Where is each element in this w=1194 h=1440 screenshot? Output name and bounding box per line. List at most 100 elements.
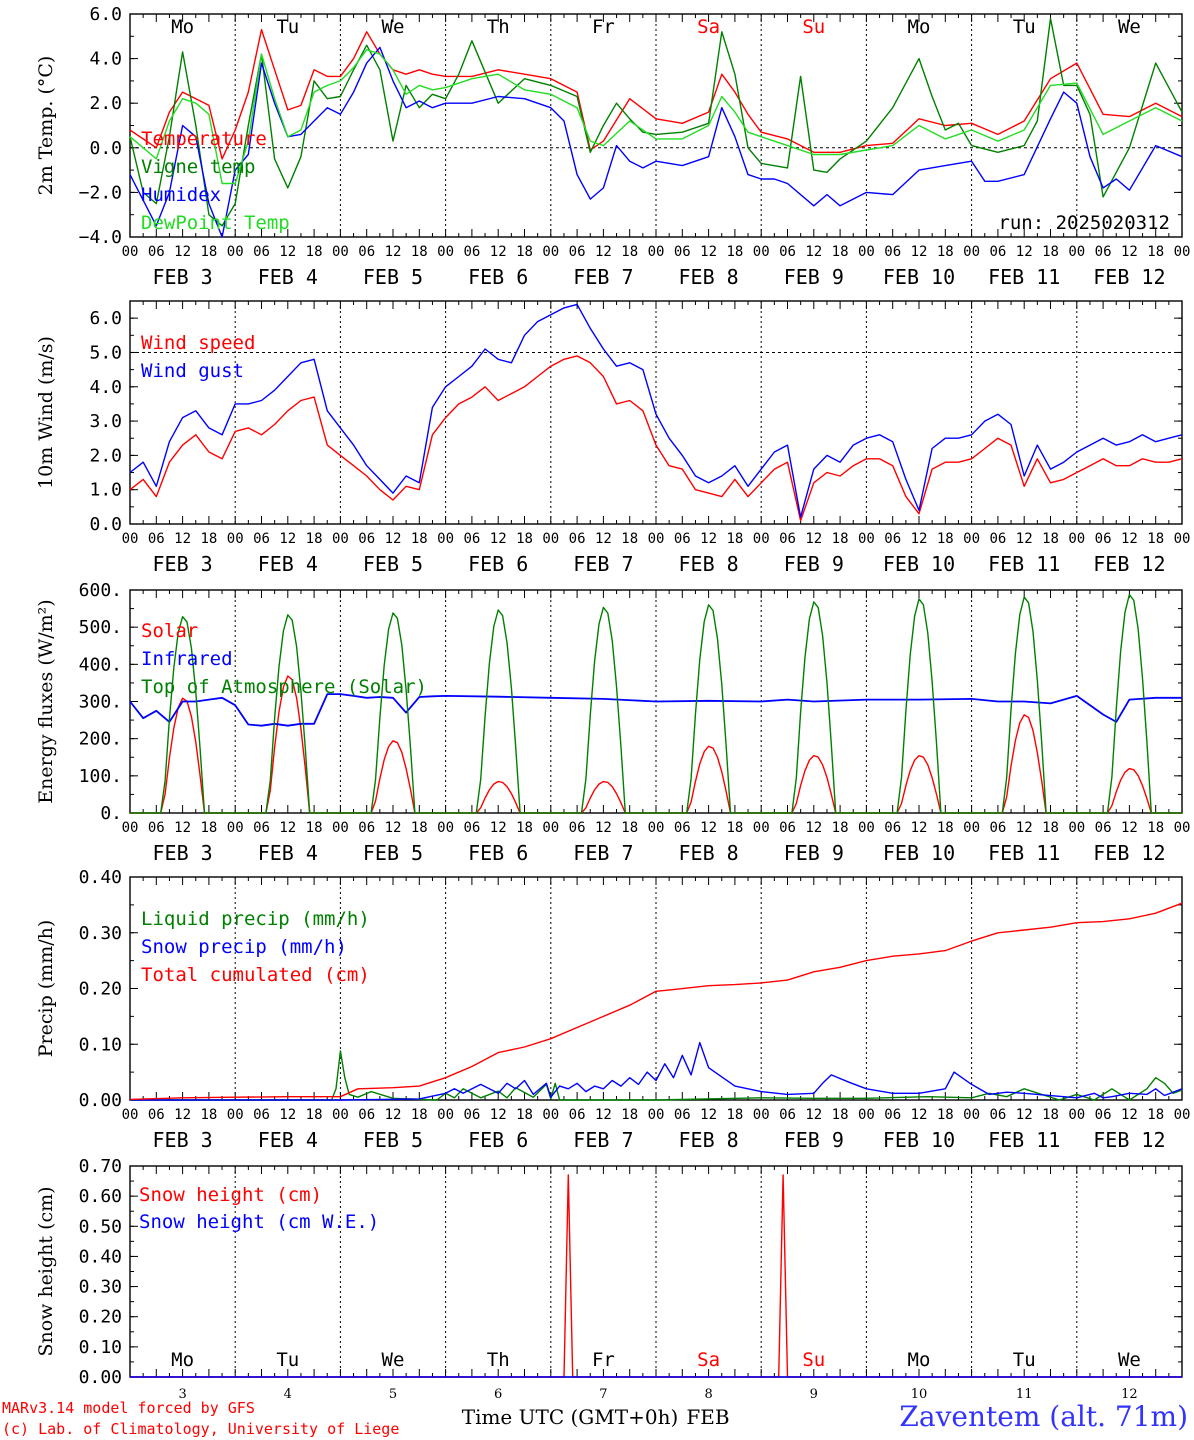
- legend-entry: DewPoint Temp: [141, 212, 290, 234]
- hour-tick-label: 00: [858, 1107, 875, 1123]
- hour-tick-label: 06: [779, 820, 796, 836]
- date-label: FEB 7: [573, 265, 633, 289]
- y-tick-label: 0.: [100, 803, 122, 824]
- hour-tick-label: 12: [174, 1107, 191, 1123]
- date-label: FEB 9: [784, 1128, 844, 1152]
- hour-tick-label: 00: [753, 1107, 770, 1123]
- date-label: FEB 9: [784, 265, 844, 289]
- hour-tick-label: 18: [832, 244, 849, 260]
- date-label: FEB 9: [784, 841, 844, 865]
- hour-tick-label: 18: [306, 820, 323, 836]
- day-number-label: 12: [1121, 1387, 1138, 1402]
- hour-tick-label: 12: [279, 244, 296, 260]
- legend-entry: Snow precip (mm/h): [141, 936, 347, 958]
- hour-tick-label: 12: [595, 1107, 612, 1123]
- hour-tick-label: 06: [253, 1107, 270, 1123]
- hour-tick-label: 18: [516, 820, 533, 836]
- y-axis-label: Precip (mm/h): [35, 920, 57, 1058]
- hour-tick-label: 00: [332, 531, 349, 547]
- hour-tick-label: 06: [674, 1107, 691, 1123]
- day-name-label: Su: [802, 16, 825, 38]
- hour-tick-label: 06: [569, 820, 586, 836]
- day-number-label: 10: [911, 1387, 928, 1402]
- legend-entry: Vigne temp: [141, 156, 255, 178]
- hour-tick-label: 18: [621, 531, 638, 547]
- date-label: FEB 10: [883, 265, 955, 289]
- hour-tick-label: 00: [1174, 1107, 1191, 1123]
- day-number-label: 5: [389, 1387, 397, 1402]
- hour-tick-label: 06: [1095, 1107, 1112, 1123]
- date-label: FEB 10: [883, 552, 955, 576]
- day-name-label: Tu: [276, 1349, 299, 1371]
- hour-tick-label: 12: [385, 820, 402, 836]
- hour-tick-label: 06: [989, 1107, 1006, 1123]
- legend-entry: Snow height (cm W.E.): [139, 1211, 379, 1233]
- hour-tick-label: 12: [279, 820, 296, 836]
- hour-tick-label: 12: [595, 531, 612, 547]
- hour-tick-label: 18: [1147, 244, 1164, 260]
- hour-tick-label: 00: [542, 1107, 559, 1123]
- hour-tick-label: 06: [1095, 531, 1112, 547]
- hour-tick-label: 18: [411, 531, 428, 547]
- hour-tick-label: 12: [700, 244, 717, 260]
- hour-tick-label: 12: [805, 1107, 822, 1123]
- hour-tick-label: 12: [174, 531, 191, 547]
- hour-tick-label: 06: [253, 244, 270, 260]
- day-number-label: 7: [599, 1387, 607, 1402]
- hour-tick-label: 00: [122, 531, 139, 547]
- hour-tick-label: 06: [884, 1107, 901, 1123]
- hour-tick-label: 00: [542, 244, 559, 260]
- hour-tick-label: 00: [1174, 531, 1191, 547]
- date-label: FEB 12: [1093, 1128, 1165, 1152]
- date-label: FEB 5: [363, 1128, 423, 1152]
- day-name-label: Fr: [592, 16, 615, 38]
- legend-entry: Humidex: [141, 184, 221, 206]
- date-label: FEB 3: [152, 552, 212, 576]
- day-name-label: Tu: [1013, 1349, 1036, 1371]
- hour-tick-label: 18: [411, 1107, 428, 1123]
- day-number-label: 3: [178, 1387, 186, 1402]
- hour-tick-label: 12: [490, 1107, 507, 1123]
- y-tick-label: 6.0: [89, 308, 122, 329]
- y-tick-label: 4.0: [89, 49, 122, 70]
- series-line: [130, 593, 1182, 814]
- legend-entry: Temperature: [141, 128, 267, 150]
- hour-tick-label: 00: [332, 1107, 349, 1123]
- date-label: FEB 6: [468, 1128, 528, 1152]
- hour-tick-label: 18: [306, 1107, 323, 1123]
- series-line: [129, 46, 1183, 238]
- hour-tick-label: 00: [1068, 820, 1085, 836]
- hour-tick-label: 00: [1174, 820, 1191, 836]
- hour-tick-label: 00: [753, 244, 770, 260]
- day-name-label: We: [1118, 16, 1141, 38]
- hour-tick-label: 12: [595, 244, 612, 260]
- date-label: FEB 8: [678, 841, 738, 865]
- series-line: [129, 17, 1183, 227]
- hour-tick-label: 06: [674, 531, 691, 547]
- hour-tick-label: 06: [989, 244, 1006, 260]
- hour-tick-label: 12: [1016, 531, 1033, 547]
- hour-tick-label: 06: [148, 1107, 165, 1123]
- date-label: FEB 6: [468, 841, 528, 865]
- date-label: FEB 6: [468, 265, 528, 289]
- date-label: FEB 3: [152, 265, 212, 289]
- hour-tick-label: 12: [385, 531, 402, 547]
- lab-credit: (c) Lab. of Climatology, University of L…: [2, 1420, 400, 1438]
- y-tick-label: 2.0: [89, 445, 122, 466]
- y-tick-label: 4.0: [89, 377, 122, 398]
- hour-tick-label: 00: [753, 820, 770, 836]
- hour-tick-label: 18: [1042, 820, 1059, 836]
- hour-tick-label: 18: [832, 1107, 849, 1123]
- hour-tick-label: 00: [227, 531, 244, 547]
- hour-tick-label: 18: [621, 244, 638, 260]
- hour-tick-label: 06: [569, 531, 586, 547]
- hour-tick-label: 12: [911, 244, 928, 260]
- hour-tick-label: 12: [700, 1107, 717, 1123]
- hour-tick-label: 00: [963, 531, 980, 547]
- y-tick-label: 0.20: [79, 1307, 122, 1328]
- hour-tick-label: 12: [385, 244, 402, 260]
- y-tick-label: 0.40: [79, 1246, 122, 1267]
- date-label: FEB 5: [363, 265, 423, 289]
- hour-tick-label: 12: [174, 244, 191, 260]
- hour-tick-label: 06: [884, 531, 901, 547]
